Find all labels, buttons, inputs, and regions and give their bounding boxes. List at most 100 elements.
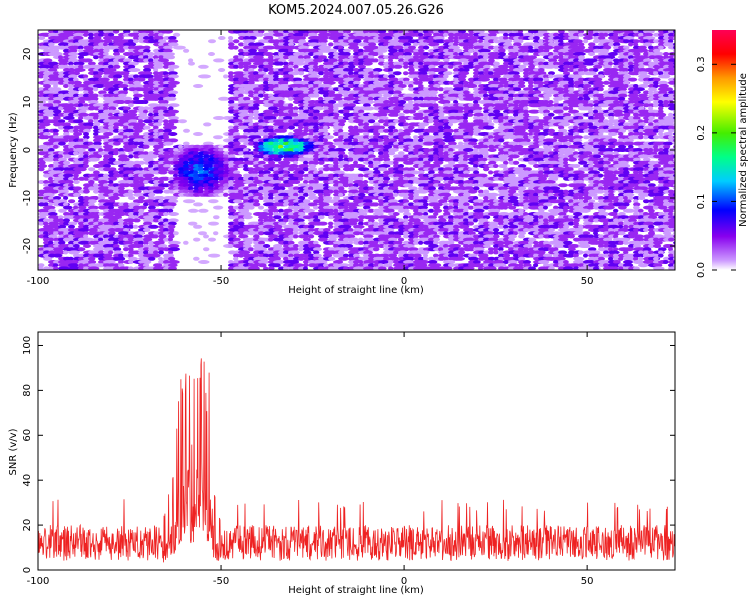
heatmap-cell — [228, 71, 234, 76]
heatmap-cell — [108, 64, 114, 69]
heatmap-cell — [463, 64, 476, 69]
heatmap-cell — [308, 39, 321, 44]
heatmap-cell — [503, 39, 513, 44]
heatmap-cell — [623, 64, 631, 69]
heatmap-cell — [568, 68, 576, 72]
heatmap-cell — [478, 48, 491, 53]
heatmap-cell — [643, 42, 652, 47]
heatmap-cell — [98, 77, 110, 82]
heatmap-cell — [68, 64, 75, 69]
heatmap-cell — [158, 189, 163, 194]
heatmap-cell — [343, 58, 350, 63]
heatmap-cell — [293, 61, 305, 66]
heatmap-cell — [93, 77, 99, 82]
heatmap-cell — [498, 68, 509, 72]
heatmap-cell — [143, 36, 151, 40]
heatmap-cell — [168, 132, 178, 136]
heatmap-cell — [438, 68, 448, 72]
heatmap-cell — [508, 52, 515, 56]
heatmap-cell — [88, 167, 96, 172]
heatmap-cell — [303, 58, 316, 63]
heatmap-cell — [253, 61, 266, 66]
heatmap-cell — [168, 74, 179, 79]
heatmap-cell — [343, 52, 351, 56]
heatmap-cell — [233, 45, 239, 50]
heatmap-cell — [458, 30, 466, 34]
heatmap-cell — [168, 71, 178, 76]
heatmap-cell — [428, 39, 436, 44]
heatmap-cell — [383, 42, 389, 47]
heatmap-cell — [483, 64, 491, 69]
heatmap-cell — [443, 74, 449, 79]
heatmap-cell — [518, 84, 526, 88]
heatmap-cell — [648, 30, 655, 34]
heatmap-cell — [113, 52, 120, 56]
heatmap-cell — [403, 36, 414, 40]
heatmap-cell — [468, 189, 478, 194]
heatmap-cell — [573, 58, 580, 63]
heatmap-cell — [433, 36, 445, 40]
heatmap-cell — [248, 74, 255, 79]
heatmap-cell — [358, 32, 364, 37]
heatmap-cell — [113, 61, 120, 66]
heatmap-cell — [263, 68, 269, 72]
heatmap-cell — [268, 55, 275, 60]
heatmap-cell — [373, 77, 381, 82]
heatmap-cell — [153, 58, 161, 63]
heatmap-cell — [393, 61, 400, 66]
heatmap-cell — [618, 64, 625, 69]
heatmap-cell — [353, 68, 360, 72]
heatmap-cell — [658, 64, 665, 69]
heatmap-cell — [498, 48, 506, 53]
heatmap-cell — [318, 52, 324, 56]
heatmap-cell — [563, 106, 569, 111]
heatmap-cell — [518, 64, 527, 69]
heatmap-cell — [648, 52, 655, 56]
heatmap-cell — [633, 48, 646, 53]
heatmap-cell — [633, 39, 640, 44]
heatmap-cell — [543, 64, 556, 69]
heatmap-cell — [308, 32, 318, 37]
heatmap-cell — [353, 77, 361, 82]
heatmap-cell — [83, 87, 95, 92]
heatmap-cell — [588, 42, 596, 47]
heatmap-cell — [298, 36, 306, 40]
heatmap-cell — [228, 39, 234, 44]
heatmap-cell — [448, 180, 454, 184]
heatmap-cell — [393, 45, 404, 50]
heatmap-cell — [673, 183, 675, 187]
heatmap-cell — [73, 180, 80, 184]
heatmap-cell — [363, 68, 375, 72]
heatmap-cell — [333, 42, 341, 47]
heatmap-cell — [358, 61, 364, 66]
heatmap-cell — [668, 80, 675, 85]
heatmap-cell — [348, 42, 359, 47]
heatmap-cell — [403, 42, 412, 47]
heatmap-cell — [478, 58, 488, 63]
heatmap-cell — [638, 45, 647, 50]
heatmap-cell — [418, 32, 424, 37]
heatmap-cell — [338, 58, 343, 63]
heatmap-cell — [388, 68, 393, 72]
heatmap-cell — [528, 64, 535, 69]
heatmap-cell — [453, 36, 459, 40]
heatmap-cell — [383, 74, 389, 79]
heatmap-cell — [598, 36, 606, 40]
heatmap-cell — [143, 68, 152, 72]
heatmap-cell — [288, 61, 295, 66]
heatmap-cell — [553, 96, 564, 101]
heatmap-cell — [238, 55, 245, 60]
heatmap-cell — [503, 30, 513, 34]
heatmap-cell — [288, 48, 293, 53]
heatmap-cell — [113, 77, 118, 82]
heatmap-cell — [648, 61, 655, 66]
heatmap-cell — [583, 84, 592, 88]
heatmap-cell — [553, 64, 560, 69]
heatmap-cell — [338, 77, 346, 82]
heatmap-cell — [548, 52, 554, 56]
heatmap-cell — [398, 52, 405, 56]
heatmap-cell — [118, 84, 129, 88]
heatmap-cell — [233, 71, 245, 76]
heatmap-cell — [668, 71, 675, 76]
heatmap-cell — [373, 58, 379, 63]
